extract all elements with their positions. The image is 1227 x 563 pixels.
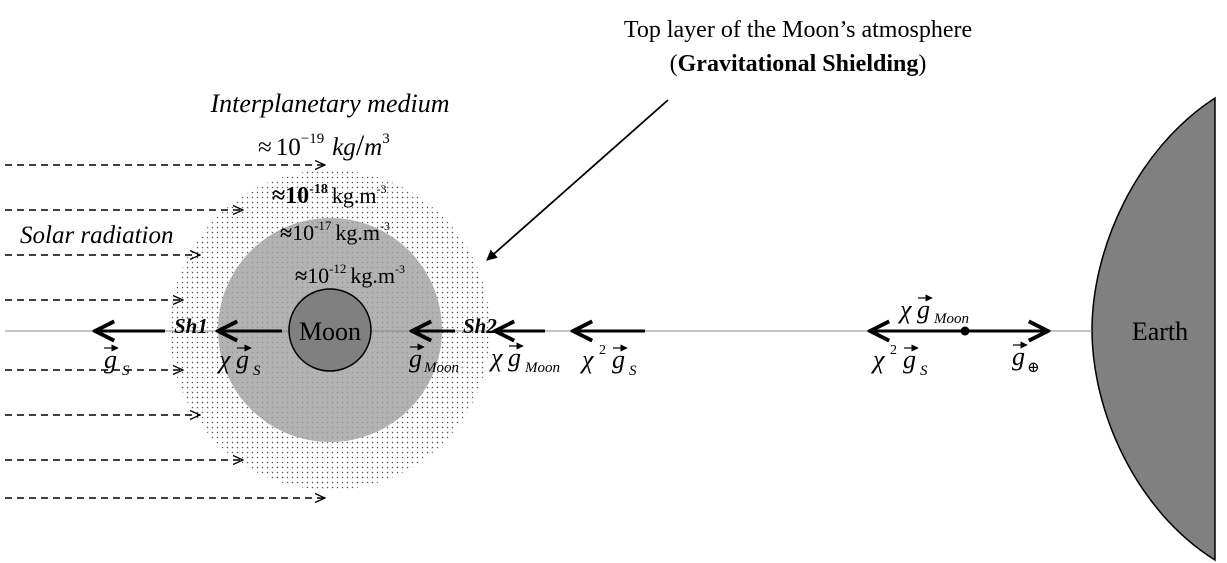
svg-text:χ: χ bbox=[870, 345, 885, 374]
svg-text:g: g bbox=[1012, 342, 1025, 371]
label-g-s: g S bbox=[104, 344, 130, 379]
solar-radiation-rays bbox=[5, 165, 325, 498]
inner-layer-density: ≈10-12 kg.m-3 bbox=[295, 261, 405, 288]
svg-text:S: S bbox=[253, 363, 261, 379]
svg-text:g: g bbox=[508, 343, 521, 372]
top-layer-caption-line1: Top layer of the Moon’s atmosphere bbox=[624, 17, 972, 43]
svg-text:S: S bbox=[920, 363, 928, 379]
interplanetary-density: ≈10−19 kg/m3 bbox=[258, 129, 390, 162]
pointer-arrow bbox=[486, 99, 669, 261]
svg-text:χ: χ bbox=[488, 343, 503, 372]
svg-text:2: 2 bbox=[599, 343, 606, 358]
sh2-label: Sh2 bbox=[463, 314, 497, 338]
svg-text:S: S bbox=[122, 363, 130, 379]
svg-text:χ: χ bbox=[897, 295, 912, 324]
svg-text:χ: χ bbox=[579, 345, 594, 374]
label-chi-g-moon: χ g Moon bbox=[488, 342, 560, 376]
label-chi2-g-s: χ 2 g S bbox=[579, 343, 637, 379]
svg-text:Moon: Moon bbox=[933, 311, 969, 327]
svg-text:⊕: ⊕ bbox=[1027, 360, 1040, 376]
svg-text:g: g bbox=[409, 344, 422, 373]
earth-moon-point bbox=[960, 326, 970, 336]
label-chi-g-s: χ g S bbox=[216, 344, 261, 379]
earth-label: Earth bbox=[1132, 317, 1188, 346]
svg-text:g: g bbox=[104, 345, 117, 374]
moon-label: Moon bbox=[299, 317, 361, 346]
sh1-label: Sh1 bbox=[174, 314, 208, 338]
interplanetary-medium-label: Interplanetary medium bbox=[209, 89, 449, 118]
label-g-moon: g Moon bbox=[409, 343, 459, 376]
solar-radiation-label: Solar radiation bbox=[20, 222, 174, 249]
svg-text:Moon: Moon bbox=[423, 360, 459, 376]
label-g-earth: g ⊕ bbox=[1012, 341, 1040, 376]
svg-text:2: 2 bbox=[890, 343, 897, 358]
top-layer-caption-line2: (Gravitational Shielding) bbox=[670, 51, 927, 77]
svg-text:g: g bbox=[917, 295, 930, 324]
svg-text:g: g bbox=[236, 345, 249, 374]
label-chi2-g-s-earth: χ 2 g S bbox=[870, 343, 928, 379]
outer-layer-density: ≈10-18 kg.m-3 bbox=[272, 182, 386, 209]
label-chi-g-moon-earth: χ g Moon bbox=[897, 294, 969, 327]
earth-shape bbox=[1091, 96, 1216, 562]
svg-text:Moon: Moon bbox=[524, 360, 560, 376]
svg-text:g: g bbox=[612, 345, 625, 374]
svg-text:S: S bbox=[629, 363, 637, 379]
svg-text:g: g bbox=[903, 345, 916, 374]
moon-shape bbox=[288, 288, 372, 372]
svg-text:χ: χ bbox=[216, 345, 231, 374]
middle-layer-density: ≈10-17 kg.m-3 bbox=[280, 218, 390, 245]
